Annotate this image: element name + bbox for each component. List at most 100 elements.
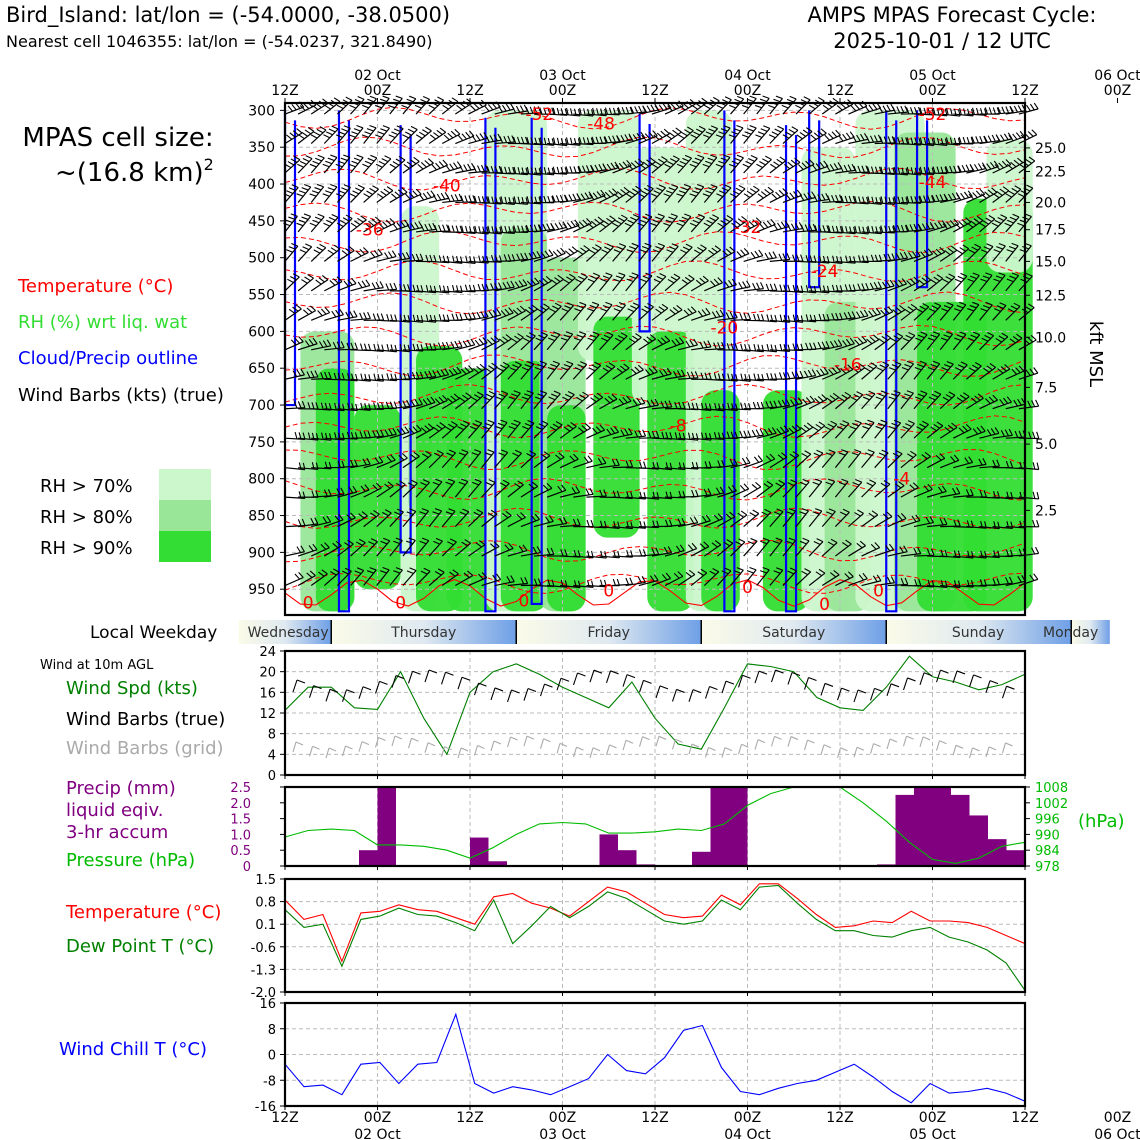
wind-barb (376, 569, 390, 586)
wind-barb-feather (472, 481, 479, 486)
wind-barb-feather (630, 162, 637, 168)
wind-barb-feather (886, 576, 892, 584)
wind-barb-feather (989, 161, 996, 169)
bottom-time-tick: 00Z (549, 1110, 576, 1126)
wind-barb-feather (517, 333, 524, 338)
wind-barb-feather (831, 284, 835, 292)
wind-barb (743, 460, 763, 469)
wind-barb-feather (357, 96, 365, 100)
wind-barb (507, 284, 528, 292)
pressure-tick-label: 650 (248, 361, 275, 377)
wind-barb-feather (695, 489, 699, 497)
wind-barb (808, 165, 829, 174)
wind-barb-feather (1027, 131, 1034, 137)
pressure-tick-label: 600 (248, 324, 275, 340)
wind-barb-feather (611, 393, 618, 400)
wind-barb (874, 392, 888, 410)
wind-barb-feather (504, 544, 510, 551)
wind-barb-feather (765, 155, 772, 160)
wind-barb-feather (731, 131, 739, 135)
pressure-tick-label: 800 (248, 472, 275, 488)
wind-barb-feather (870, 166, 875, 174)
wind-barb-feather (359, 431, 364, 439)
pressure-label: Pressure (hPa) (66, 850, 195, 871)
wind-barb (979, 165, 999, 174)
wind-barb-feather (373, 250, 380, 257)
wind-barb-feather (603, 334, 611, 339)
wind-barb-feather (705, 190, 713, 194)
wind-barb-feather (869, 336, 876, 343)
wind-barb-feather (786, 511, 794, 515)
wind-barb-feather (954, 337, 962, 342)
wind-barb (730, 127, 744, 144)
wind-barb-feather (404, 426, 410, 433)
wind-barb (572, 333, 587, 351)
wind-barb-feather (439, 422, 446, 428)
wind-barb-feather (818, 421, 826, 427)
wind-barb-feather (764, 429, 769, 436)
wind-barb-feather (361, 134, 369, 138)
wind-barb-feather (998, 335, 1006, 340)
wind-barb-feather (331, 125, 339, 130)
wind-barb-feather (307, 127, 315, 132)
wind-barb-feather (609, 215, 616, 221)
wind-barb-feather (775, 95, 783, 100)
wind-barb-feather (524, 576, 529, 584)
wind-barb (363, 98, 377, 115)
wind-barb-feather (417, 163, 424, 170)
grid-wind-barb (539, 738, 545, 749)
height-tick-label: 2.5 (1035, 503, 1057, 519)
wind-barb-feather (601, 249, 609, 254)
wind-barb (926, 305, 942, 321)
wind-barb-feather (435, 537, 443, 542)
wind-barb-feather (835, 312, 839, 320)
wind-barb-feather (312, 219, 320, 224)
wind-barb-feather (678, 337, 685, 344)
wind-barb (520, 142, 541, 146)
wind-barb-feather (934, 222, 940, 229)
wind-barb-feather (984, 334, 992, 339)
wind-barb-feather (967, 337, 975, 342)
wind-barb-feather (620, 214, 628, 219)
wind-barb-feather (407, 128, 415, 133)
wind-barb (835, 343, 855, 351)
wind-barb-feather (391, 193, 398, 199)
wind-barb (520, 551, 541, 557)
height-tick-label: 20.0 (1035, 195, 1066, 211)
wind-barb-feather (717, 222, 724, 228)
wind-barb-feather (461, 449, 469, 453)
wind-barb-feather (419, 131, 426, 137)
wind-barb (586, 555, 607, 559)
wind-barb-feather (724, 281, 730, 288)
wind-barb (887, 517, 907, 528)
wind-barb-feather (524, 308, 532, 315)
wind-barb-feather (890, 393, 898, 397)
wind-barb (586, 169, 607, 174)
wind-barb-feather (768, 134, 776, 139)
wind-barb-feather (778, 253, 783, 261)
wind-barb-feather (993, 278, 1001, 282)
wind-barb-feather (537, 363, 545, 368)
wind-barb (1005, 216, 1020, 233)
wind-barb (887, 283, 907, 292)
wind-barb-feather (498, 338, 506, 344)
wind-barb-feather (589, 193, 595, 201)
wind-barb-feather (544, 250, 550, 257)
surface-wind-barb (919, 672, 925, 685)
temperature-contour (284, 477, 1026, 501)
wind-barb-feather (596, 191, 602, 198)
wind-barb (717, 284, 737, 292)
wind-barb-feather (437, 342, 442, 350)
wind-barb (454, 451, 469, 469)
wind-barb-feather (323, 222, 331, 227)
wind-barb-feather (626, 395, 632, 402)
wind-barb-feather (713, 432, 717, 440)
wind-barb-feather (942, 396, 950, 402)
wind-barb (690, 128, 706, 144)
wind-barb-feather (894, 280, 900, 288)
wind-barb-feather (871, 309, 878, 316)
wind-barb-feather (340, 487, 345, 495)
wind-barb-feather (996, 135, 1001, 142)
wind-barb-feather (569, 455, 576, 462)
